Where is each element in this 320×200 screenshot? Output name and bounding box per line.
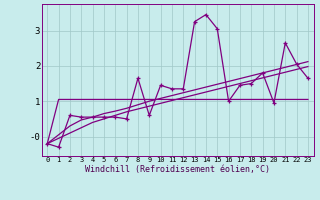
X-axis label: Windchill (Refroidissement éolien,°C): Windchill (Refroidissement éolien,°C) [85, 165, 270, 174]
